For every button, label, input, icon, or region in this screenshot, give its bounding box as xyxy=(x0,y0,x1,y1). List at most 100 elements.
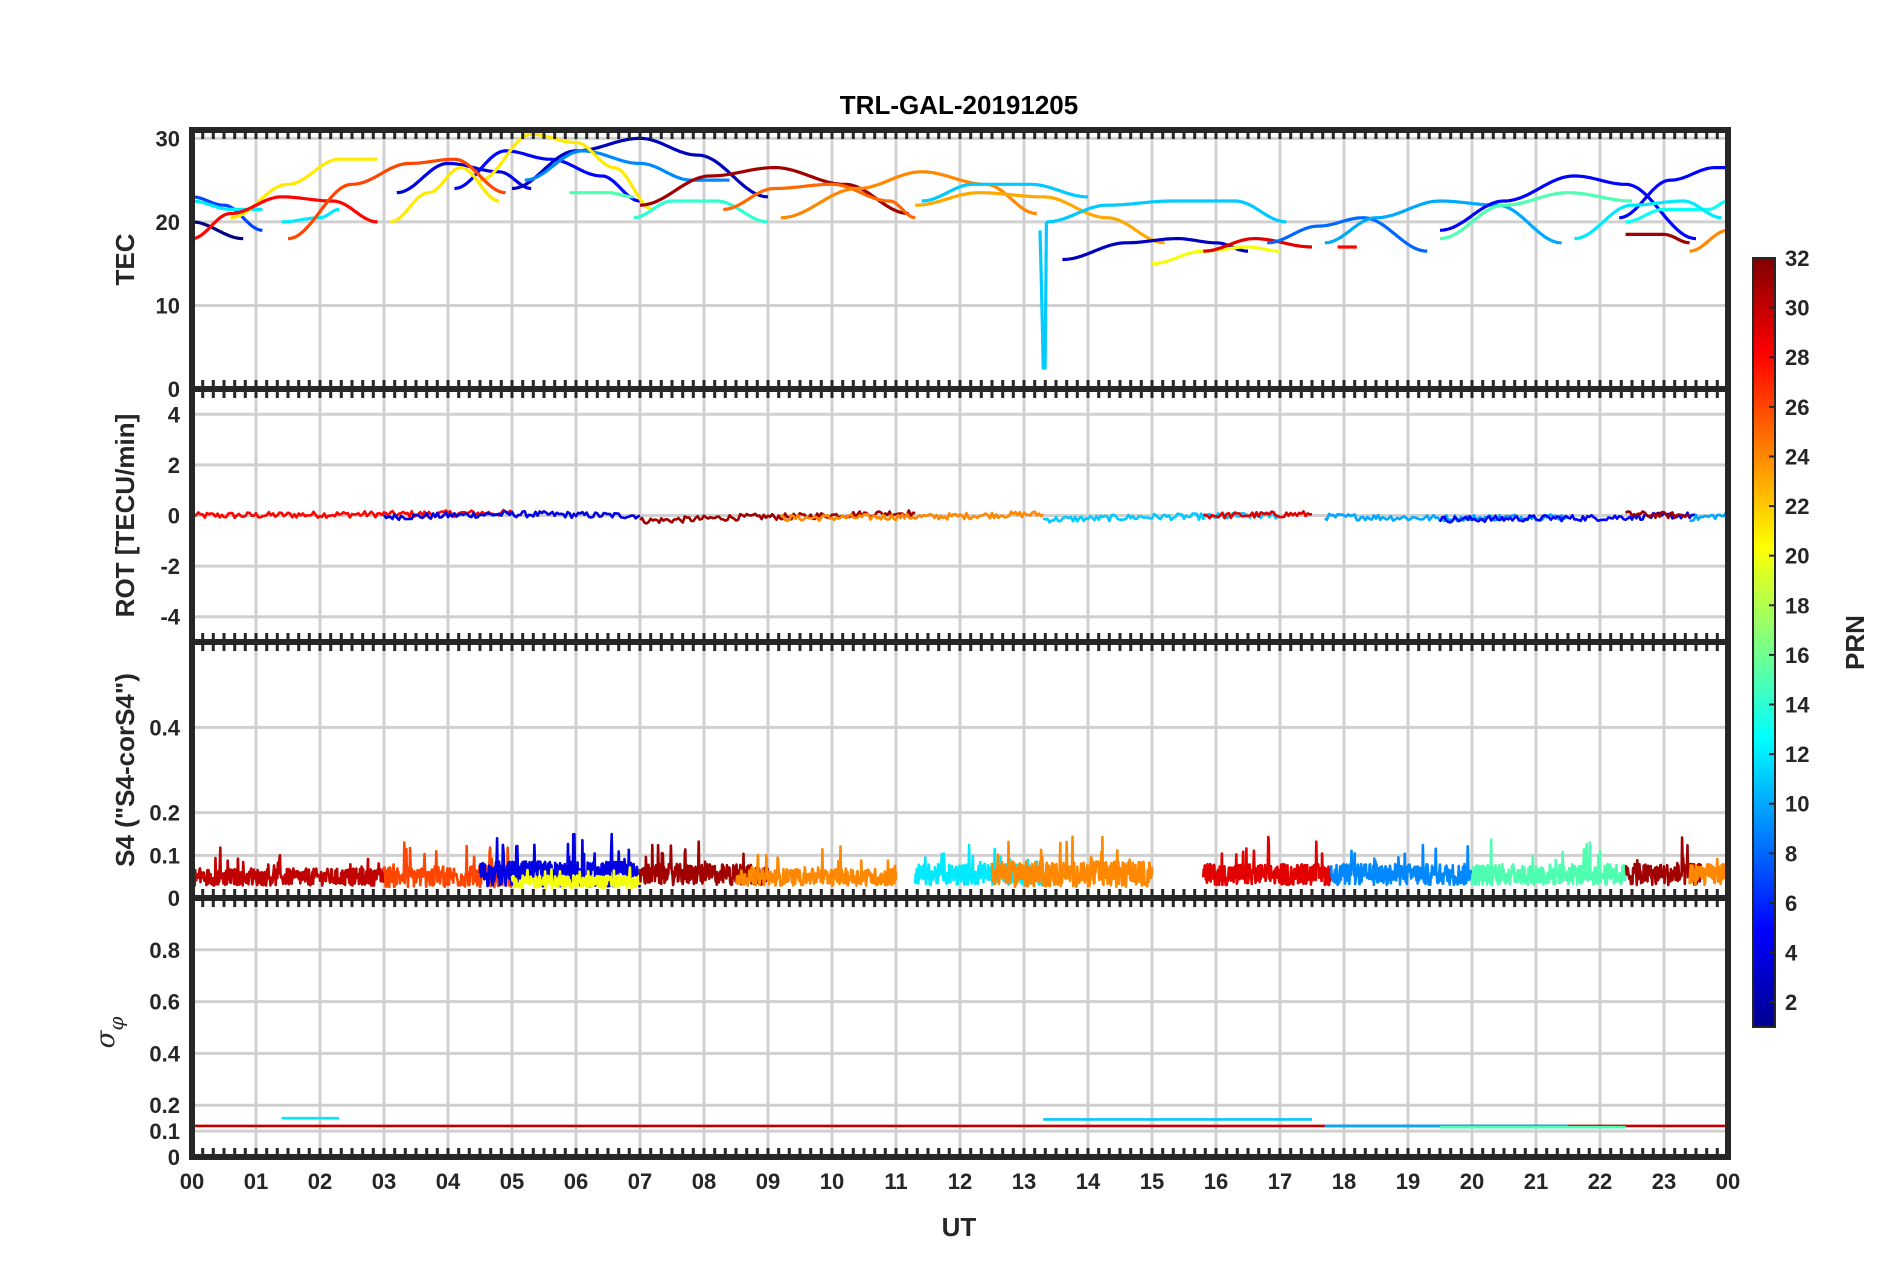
y-tick-label: 2 xyxy=(168,453,180,478)
prn-28-trace xyxy=(192,195,378,241)
x-tick-label: 00 xyxy=(1716,1169,1740,1194)
y-tick-label: 4 xyxy=(168,402,181,427)
y-tick-label: 0.2 xyxy=(149,801,180,826)
prn-26-trace xyxy=(287,157,506,241)
prn-21-trace xyxy=(390,166,500,224)
prn-12-trace xyxy=(1574,199,1722,241)
y-tick-label: -2 xyxy=(160,554,180,579)
x-tick-label: 21 xyxy=(1524,1169,1548,1194)
prn-10-trace xyxy=(1324,199,1562,245)
panel-1: 0 10 20 30 TEC xyxy=(110,126,1731,402)
x-tick-label: 05 xyxy=(500,1169,524,1194)
prn-24-trace xyxy=(734,845,898,887)
series-group xyxy=(192,508,1728,525)
prn-24-trace xyxy=(780,170,1037,220)
y-axis-label: TEC xyxy=(110,233,140,285)
prn-23-trace xyxy=(915,191,1165,245)
x-tick-label: 01 xyxy=(244,1169,268,1194)
y-tick-label: 0.6 xyxy=(149,990,180,1015)
x-tick-label: 10 xyxy=(820,1169,844,1194)
colorbar-tick-label: 18 xyxy=(1785,593,1809,618)
colorbar-tick-label: 2 xyxy=(1785,990,1797,1015)
x-tick-label: 11 xyxy=(884,1169,907,1194)
prn-5-trace xyxy=(1619,166,1728,220)
y-axis-label: σφ xyxy=(91,1017,128,1049)
y-tick-label: 0 xyxy=(168,1145,180,1170)
x-tick-label: 02 xyxy=(308,1169,332,1194)
prn-11-trace xyxy=(1038,221,1048,370)
panel-2: -4 -2 0 2 4 ROT [TECU/min] xyxy=(110,386,1731,645)
colorbar-tick-label: 8 xyxy=(1785,841,1797,866)
prn-24-trace xyxy=(780,510,1045,523)
prn-11-trace xyxy=(1046,199,1287,224)
colorbar-ramp xyxy=(1752,257,1776,1028)
x-tick-label: 09 xyxy=(756,1169,780,1194)
prn-31-trace xyxy=(1625,232,1690,245)
prn-24-trace xyxy=(1689,228,1728,253)
x-axis-label: UT xyxy=(942,1212,977,1242)
prn-21-trace xyxy=(479,132,654,211)
y-tick-label: 0.4 xyxy=(149,715,180,740)
colorbar-tick-label: 6 xyxy=(1785,891,1797,916)
prn-11-trace xyxy=(921,182,1088,203)
prn-4-trace xyxy=(382,510,641,522)
y-axis-label: ROT [TECU/min] xyxy=(110,414,140,618)
y-tick-label: 0.2 xyxy=(149,1093,180,1118)
y-tick-label: 20 xyxy=(156,210,180,235)
prn-14-trace xyxy=(633,199,769,224)
prn-31-trace xyxy=(1624,510,1690,520)
colorbar-tick-label: 20 xyxy=(1785,544,1809,569)
colorbar-tick-label: 30 xyxy=(1785,296,1809,321)
y-axis-label: S4 ("S4-corS4") xyxy=(110,673,140,867)
colorbar-tick-label: 28 xyxy=(1785,345,1809,370)
prn-24-trace xyxy=(1688,857,1728,887)
prn-4-trace xyxy=(396,161,532,195)
prn-9-trace xyxy=(1329,843,1474,887)
prn-31-trace xyxy=(638,840,770,887)
prn-7-trace xyxy=(192,195,263,232)
colorbar-tick-label: 24 xyxy=(1785,444,1810,469)
panel-4: 00.10.2 0.4 0.6 0.8 σφ xyxy=(91,895,1731,1170)
x-tick-label: 04 xyxy=(436,1169,461,1194)
prn-26-trace xyxy=(382,841,513,889)
y-tick-label: 0.8 xyxy=(149,938,180,963)
prn-20-trace xyxy=(510,866,642,890)
x-tick-label: 19 xyxy=(1396,1169,1420,1194)
prn-15-trace xyxy=(1470,838,1627,887)
x-tick-label: 15 xyxy=(1140,1169,1164,1194)
prn-29-trace xyxy=(1203,237,1313,253)
y-tick-label: 0.4 xyxy=(149,1041,180,1066)
x-tick-label: 12 xyxy=(948,1169,972,1194)
x-tick-label: 00 xyxy=(180,1169,204,1194)
colorbar-tick-label: 10 xyxy=(1785,792,1809,817)
x-tick-label: 14 xyxy=(1076,1169,1101,1194)
x-minor-ticks xyxy=(190,898,1730,1157)
colorbar-label: PRN xyxy=(1840,615,1870,670)
colorbar-tick-label: 16 xyxy=(1785,643,1809,668)
y-tick-label: 0 xyxy=(168,377,180,402)
prn-12-trace xyxy=(281,207,340,224)
x-minor-ticks xyxy=(190,642,1730,898)
prn-3-trace xyxy=(1062,237,1248,262)
y-tick-label: 10 xyxy=(156,293,180,318)
prn-31-trace xyxy=(639,166,909,216)
prn-15-trace xyxy=(1439,191,1632,241)
prn-28-trace xyxy=(192,508,513,520)
x-tick-label: 20 xyxy=(1460,1169,1484,1194)
colorbar-tick-label: 12 xyxy=(1785,742,1809,767)
x-tick-label: 23 xyxy=(1652,1169,1676,1194)
prn-8-trace xyxy=(1267,216,1428,253)
colorbar-tick-label: 22 xyxy=(1785,494,1809,519)
prn-15-trace xyxy=(569,191,634,199)
prn-25-trace xyxy=(723,182,916,220)
x-tick-label: 17 xyxy=(1268,1169,1292,1194)
chart-title: TRL-GAL-20191205 xyxy=(840,90,1078,120)
prn-1-trace xyxy=(192,220,244,241)
x-minor-ticks xyxy=(190,389,1730,642)
x-tick-label: 06 xyxy=(564,1169,588,1194)
colorbar-tick-label: 32 xyxy=(1785,246,1809,271)
y-tick-label: -4 xyxy=(160,605,180,630)
prn-29-trace xyxy=(1201,835,1333,887)
prn-30-trace xyxy=(192,846,386,887)
